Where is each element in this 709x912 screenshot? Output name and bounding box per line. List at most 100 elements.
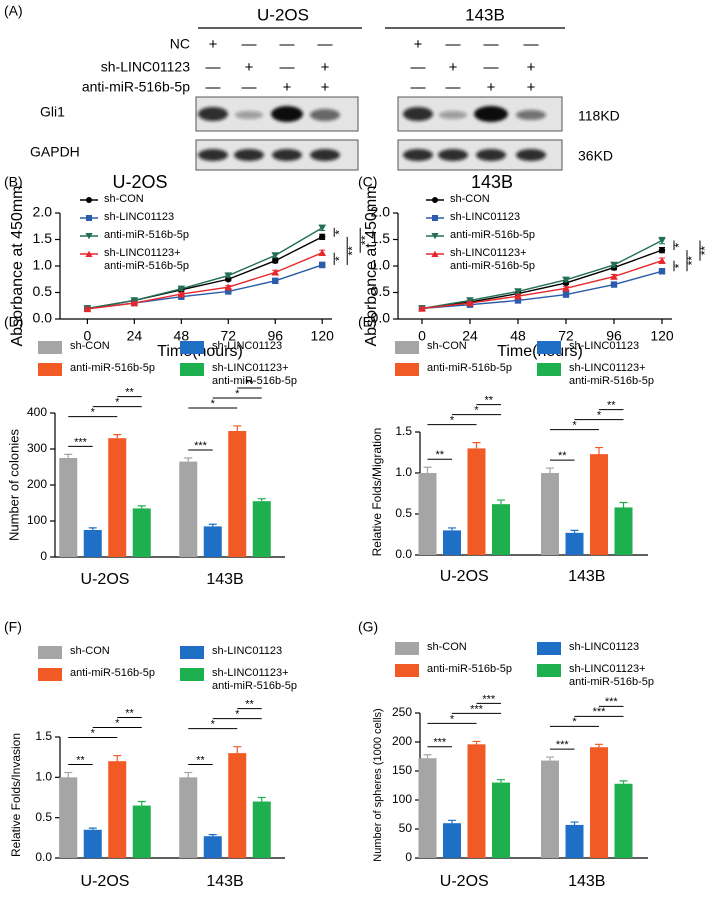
x-tick-label: 96 (267, 328, 283, 344)
y-axis-label: Absorbance at 450mm (363, 186, 380, 347)
legend-label-box: sh-LINC01123 (104, 211, 174, 223)
error-bar (88, 827, 97, 830)
significance-label: * (235, 709, 240, 721)
y-tick-label: 1.0 (35, 770, 52, 784)
band (516, 149, 546, 161)
y-tick-label: 400 (27, 405, 47, 419)
legend-label-box: sh-LINC01123+ anti-miR-516b-5p (104, 247, 189, 272)
legend-label: anti-miR-516b-5p (427, 362, 512, 374)
legend-label: anti-miR-516b-5p (427, 663, 512, 675)
legend-label-box: sh-CON (104, 193, 144, 205)
point (318, 224, 327, 232)
y-tick-label: 1.0 (33, 257, 53, 273)
error-bar (184, 457, 193, 462)
point (224, 272, 233, 280)
panel-label: (C) (358, 174, 377, 190)
error-bar (64, 771, 73, 778)
error-bar (472, 740, 481, 745)
treatment-sign: + (414, 36, 423, 53)
legend-label: sh-LINC01123 (450, 211, 521, 223)
treatment-sign: — (446, 79, 461, 96)
bar (132, 508, 151, 557)
significance-label: * (672, 243, 686, 248)
error-bar (233, 425, 242, 431)
protein-label: GAPDH (30, 144, 80, 160)
bar (467, 448, 486, 555)
significance-label: ** (358, 235, 372, 245)
x-tick-label: 48 (174, 328, 190, 344)
x-tick-label: 48 (510, 328, 526, 344)
y-tick-label: 0.5 (395, 506, 412, 520)
error-bar (113, 434, 122, 439)
y-tick-label: 1.5 (33, 230, 53, 246)
point (610, 261, 618, 269)
y-tick-label: 0.0 (35, 850, 52, 864)
legend-label-box: anti-miR-516b-5p (104, 229, 189, 241)
y-tick-label: 200 (392, 734, 412, 748)
significance-label: *** (74, 436, 88, 448)
point (177, 285, 186, 293)
chart-title: U-2OS (112, 172, 167, 192)
bar (443, 530, 461, 555)
legend-label-box: anti-miR-516b-5p (70, 667, 155, 679)
significance-label: ** (245, 699, 254, 711)
bar (108, 438, 127, 557)
treatment-sign: + (487, 79, 496, 96)
x-tick-label: U-2OS (81, 873, 130, 890)
significance-label: * (211, 719, 216, 731)
series-line (421, 239, 663, 310)
y-axis-label: Relative Folds/Invasion (9, 733, 23, 857)
legend-swatch (395, 664, 419, 677)
significance-label: * (332, 256, 346, 261)
bar (59, 777, 78, 858)
y-tick-label: 2.0 (371, 204, 391, 220)
legend-label: sh-LINC01123 (569, 641, 640, 653)
condition-label: sh-LINC01123 (101, 59, 190, 75)
y-tick-label: 0 (405, 850, 412, 864)
series-line (87, 252, 323, 310)
point (466, 299, 474, 307)
bar (492, 782, 510, 858)
legend-label-box: sh-LINC01123 (569, 641, 640, 653)
y-tick-label: 100 (27, 513, 47, 527)
blot-images (195, 27, 565, 171)
significance-label: * (672, 263, 686, 268)
y-tick-label: 100 (392, 792, 412, 806)
legend-swatch (38, 668, 62, 681)
significance-label: * (115, 717, 120, 729)
y-tick-label: 1.5 (395, 424, 412, 438)
significance-label: ** (685, 256, 699, 266)
bar (83, 530, 102, 557)
y-tick-label: 0.5 (33, 283, 53, 299)
bar (565, 532, 584, 555)
error-bar (257, 498, 266, 502)
legend-label: sh-LINC01123+ anti-miR-516b-5p (104, 247, 189, 272)
series-line (87, 227, 323, 310)
legend-label: anti-miR-516b-5p (70, 667, 155, 679)
point (225, 276, 232, 283)
error-bar (423, 754, 432, 759)
legend-label: anti-miR-516b-5p (104, 229, 189, 241)
significance-label: *** (593, 706, 607, 718)
significance-label: ** (125, 387, 134, 399)
y-tick-label: 1.0 (371, 257, 391, 273)
point (658, 237, 666, 245)
legend-label-box: sh-CON (450, 193, 490, 205)
bar (614, 507, 633, 555)
point (272, 277, 279, 285)
error-bar (208, 523, 217, 527)
bar (108, 761, 127, 858)
treatment-sign: — (411, 59, 426, 76)
point (225, 288, 232, 295)
error-bar (570, 821, 579, 825)
y-tick-label: 0.0 (33, 310, 53, 326)
error-bar (184, 771, 193, 778)
legend-swatch (537, 642, 561, 655)
error-bar (546, 467, 554, 473)
y-tick-label: 0.0 (371, 310, 391, 326)
point (318, 249, 327, 256)
x-tick-label: 0 (83, 328, 91, 344)
legend-label-box: sh-LINC01123+ anti-miR-516b-5p (569, 362, 654, 387)
legend-label: sh-LINC01123+ anti-miR-516b-5p (569, 663, 654, 688)
treatment-sign: — (524, 36, 539, 53)
